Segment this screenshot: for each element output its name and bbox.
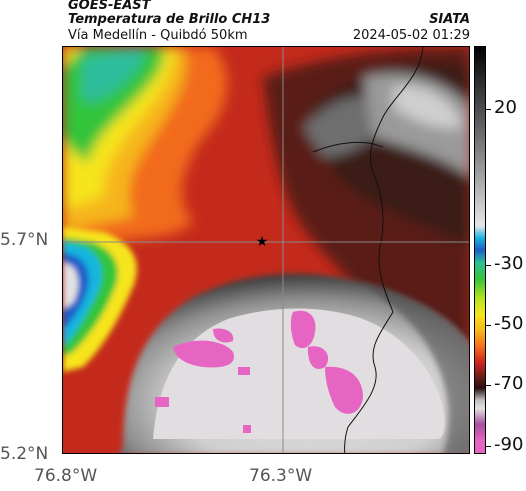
- y-tick-label: 5.2°N: [0, 444, 49, 464]
- x-tick-label: 76.8°W: [34, 466, 98, 486]
- product-title: Temperatura de Brillo CH13: [68, 12, 271, 27]
- colorbar-label: -70: [494, 373, 524, 394]
- cold-edge-band: [63, 227, 137, 372]
- cloud-shadow: [363, 282, 469, 453]
- border-line: [344, 47, 424, 453]
- colorbar-tick: [486, 265, 491, 266]
- colorbar-label: -30: [494, 253, 524, 274]
- dark-cloud-region: [263, 47, 469, 347]
- agency-label: SIATA: [429, 12, 470, 27]
- colorbar-tick: [486, 385, 491, 386]
- border-line-secondary: [312, 142, 384, 153]
- satellite-label: GOES-EAST: [68, 0, 151, 13]
- location-star-icon: ★: [256, 234, 269, 250]
- brightness-temperature-map: ★: [63, 47, 469, 453]
- colorbar: [474, 46, 486, 454]
- map-panel[interactable]: ★: [62, 46, 470, 454]
- x-tick-label: 76.3°W: [249, 466, 313, 486]
- colorbar-label: -50: [494, 313, 524, 334]
- y-tick-label: 5.7°N: [0, 230, 49, 250]
- colorbar-tick: [486, 446, 491, 447]
- route-subtitle: Vía Medellín - Quibdó 50km: [68, 28, 248, 43]
- warm-region: [63, 47, 227, 247]
- colorbar-label: 20: [494, 97, 517, 118]
- colorbar-tick: [486, 325, 491, 326]
- timestamp-label: 2024-05-02 01:29: [352, 28, 470, 43]
- colorbar-label: -90: [494, 434, 524, 455]
- cold-cloud-region: [119, 273, 469, 453]
- colorbar-tick: [486, 109, 491, 110]
